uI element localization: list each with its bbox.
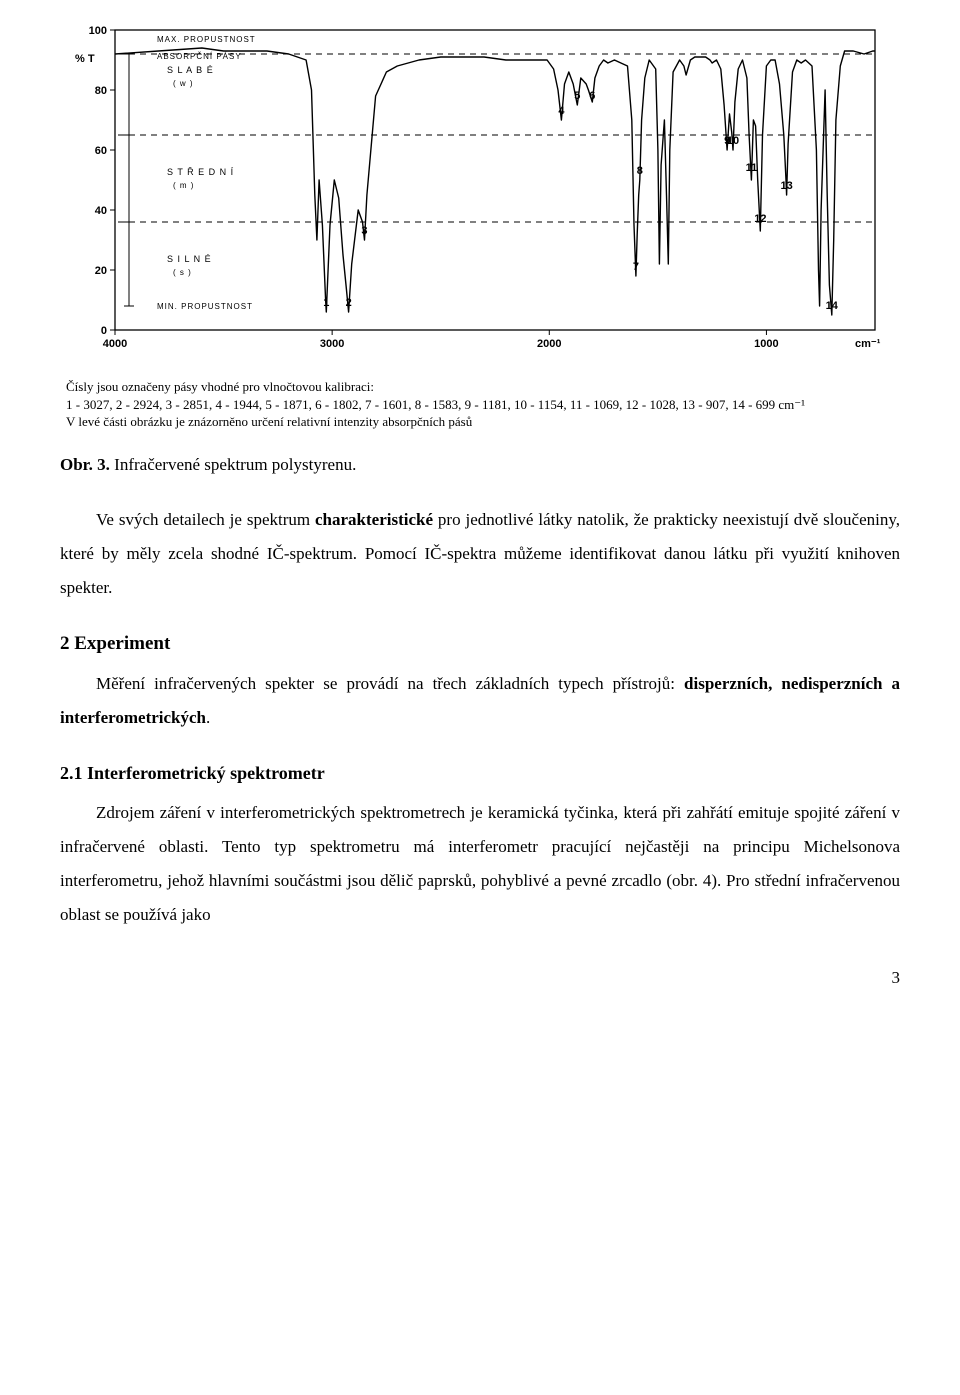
svg-text:5: 5 (574, 90, 580, 102)
svg-text:% T: % T (75, 53, 95, 65)
svg-text:3000: 3000 (320, 338, 344, 350)
para2-pre: Měření infračervených spekter se provádí… (96, 674, 684, 693)
svg-text:( s ): ( s ) (173, 268, 192, 277)
para1-bold: charakteristické (315, 510, 433, 529)
subsection-heading: 2.1 Interferometrický spektrometr (60, 763, 900, 784)
svg-text:13: 13 (780, 180, 792, 192)
svg-text:( w ): ( w ) (173, 79, 194, 88)
caption-text: Infračervené spektrum polystyrenu. (110, 455, 356, 474)
svg-text:11: 11 (746, 162, 758, 174)
svg-text:4000: 4000 (103, 338, 127, 350)
svg-text:20: 20 (95, 265, 107, 277)
svg-text:60: 60 (95, 145, 107, 157)
page-number: 3 (892, 968, 901, 988)
svg-text:6: 6 (589, 90, 595, 102)
svg-text:8: 8 (637, 165, 643, 177)
svg-text:100: 100 (89, 25, 107, 37)
paragraph-3: Zdrojem záření v interferometrických spe… (60, 796, 900, 932)
svg-text:40: 40 (95, 205, 107, 217)
svg-text:( m ): ( m ) (173, 181, 194, 190)
svg-text:7: 7 (633, 261, 639, 273)
svg-text:S L A B É: S L A B É (167, 65, 214, 75)
chart-svg: 0 20 40 60 80 100 % T 4000 3000 2000 1000 cm⁻¹ MAX. … (60, 20, 900, 365)
svg-text:MAX. PROPUSTNOST: MAX. PROPUSTNOST (157, 35, 256, 44)
paragraph-2: Měření infračervených spekter se provádí… (60, 667, 900, 735)
svg-text:1: 1 (323, 297, 329, 309)
svg-text:ABSORPČNÍ PÁSY: ABSORPČNÍ PÁSY (157, 52, 242, 61)
svg-text:3: 3 (361, 225, 367, 237)
svg-text:S T Ř E D N Í: S T Ř E D N Í (167, 167, 234, 177)
svg-text:1000: 1000 (754, 338, 778, 350)
fig-legend-line2: 1 - 3027, 2 - 2924, 3 - 2851, 4 - 1944, … (66, 396, 900, 414)
paragraph-1: Ve svých detailech je spektrum charakter… (60, 503, 900, 605)
svg-text:10: 10 (727, 135, 739, 147)
svg-text:S I L N É: S I L N É (167, 254, 212, 264)
svg-text:12: 12 (754, 213, 766, 225)
svg-text:2000: 2000 (537, 338, 561, 350)
svg-text:4: 4 (558, 105, 565, 117)
caption-label: Obr. 3. (60, 455, 110, 474)
figure-caption: Obr. 3. Infračervené spektrum polystyren… (60, 455, 900, 475)
svg-text:14: 14 (826, 300, 839, 312)
fig-legend-line3: V levé části obrázku je znázorněno určen… (66, 413, 900, 431)
svg-text:2: 2 (346, 297, 352, 309)
figure-legend: Čísly jsou označeny pásy vhodné pro vlno… (66, 378, 900, 431)
section-heading: 2 Experiment (60, 633, 900, 655)
para2-post: . (206, 708, 210, 727)
fig-legend-line1: Čísly jsou označeny pásy vhodné pro vlno… (66, 378, 900, 396)
svg-text:0: 0 (101, 325, 107, 337)
ir-spectrum-chart: 0 20 40 60 80 100 % T 4000 3000 2000 1000 cm⁻¹ MAX. … (60, 20, 900, 370)
svg-text:MIN. PROPUSTNOST: MIN. PROPUSTNOST (157, 302, 253, 311)
svg-text:80: 80 (95, 85, 107, 97)
svg-text:cm⁻¹: cm⁻¹ (855, 338, 881, 350)
